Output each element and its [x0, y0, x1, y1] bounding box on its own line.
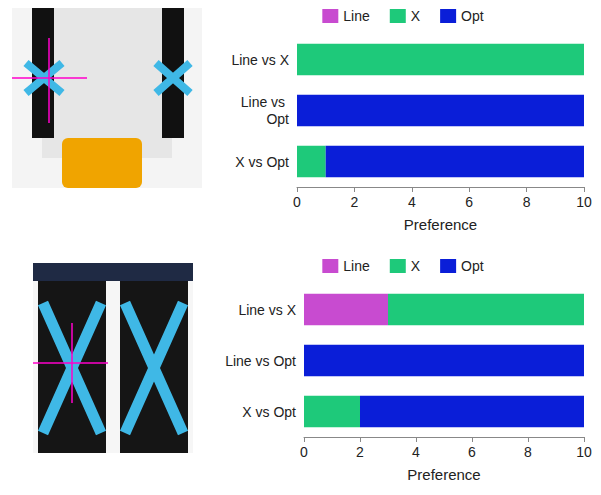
svg-text:0: 0 — [293, 194, 301, 210]
svg-text:Line vs: Line vs — [241, 94, 289, 110]
svg-text:Preference: Preference — [404, 216, 477, 233]
svg-text:8: 8 — [524, 444, 532, 460]
svg-text:Opt: Opt — [461, 258, 484, 274]
svg-text:X: X — [411, 8, 421, 24]
svg-text:6: 6 — [468, 444, 476, 460]
svg-text:X vs Opt: X vs Opt — [242, 404, 296, 420]
svg-text:Line vs X: Line vs X — [231, 52, 289, 68]
svg-text:10: 10 — [576, 194, 592, 210]
svg-text:8: 8 — [523, 194, 531, 210]
svg-text:X vs Opt: X vs Opt — [235, 154, 289, 170]
svg-text:2: 2 — [356, 444, 364, 460]
svg-text:0: 0 — [300, 444, 308, 460]
svg-text:6: 6 — [465, 194, 473, 210]
svg-text:10: 10 — [576, 444, 592, 460]
svg-text:Opt: Opt — [266, 111, 289, 127]
svg-text:Line: Line — [343, 8, 370, 24]
svg-text:Line vs X: Line vs X — [238, 302, 296, 318]
svg-text:Line: Line — [343, 258, 370, 274]
svg-text:Line vs Opt: Line vs Opt — [225, 353, 296, 369]
svg-text:Opt: Opt — [461, 8, 484, 24]
svg-text:Preference: Preference — [407, 466, 480, 483]
svg-text:4: 4 — [408, 194, 416, 210]
svg-text:2: 2 — [351, 194, 359, 210]
svg-text:X: X — [411, 258, 421, 274]
svg-text:4: 4 — [412, 444, 420, 460]
